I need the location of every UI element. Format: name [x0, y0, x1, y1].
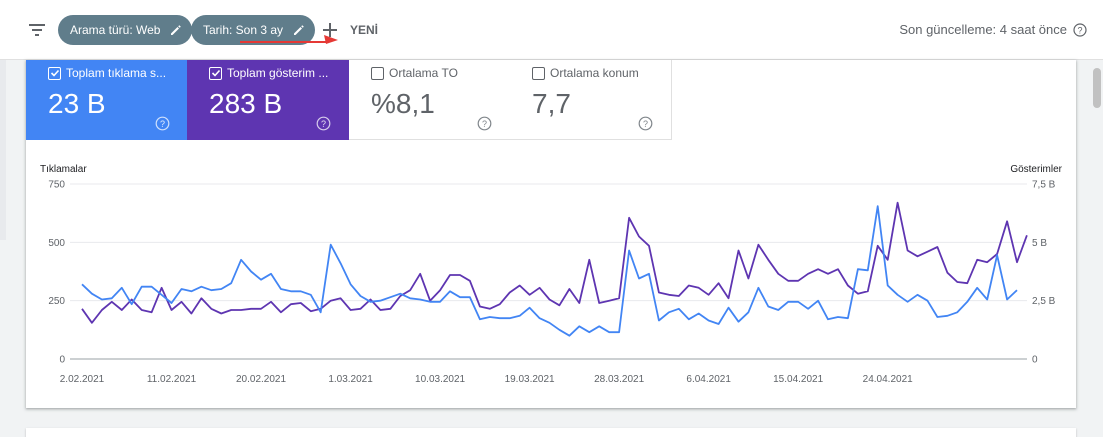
y-right-tick-label: 2,5 B: [1032, 296, 1056, 307]
x-tick-label: 2.02.2021: [60, 374, 105, 385]
svg-text:?: ?: [643, 119, 648, 129]
last-update-text: Son güncelleme: 4 saat önce: [899, 22, 1067, 37]
help-icon[interactable]: ?: [316, 116, 331, 131]
metric-label-row: Toplam gösterim ...: [209, 66, 328, 80]
svg-text:?: ?: [1077, 25, 1082, 35]
help-icon[interactable]: ?: [1073, 22, 1087, 37]
performance-card: Toplam tıklama s... 23 B ? Toplam göster…: [26, 60, 1076, 408]
scrollbar-track[interactable]: [1091, 60, 1103, 437]
x-tick-label: 15.04.2021: [773, 374, 823, 385]
performance-chart[interactable]: 750 7,5 B 500 5 B 250 2,5 B 0 0 2.02.2021 11.02.2…: [26, 60, 1076, 408]
impressions-series-line: [81, 201, 1028, 324]
help-icon[interactable]: ?: [477, 116, 492, 131]
left-axis-title: Tıklamalar: [40, 164, 87, 175]
x-tick-label: 1.03.2021: [328, 374, 373, 385]
plus-icon: [323, 23, 337, 37]
svg-text:?: ?: [321, 119, 326, 129]
metric-total-clicks[interactable]: Toplam tıklama s... 23 B ?: [26, 60, 188, 140]
new-button-label: YENİ: [350, 23, 379, 37]
top-toolbar: Arama türü: Web Tarih: Son 3 ay YENİ Son…: [0, 0, 1103, 60]
metric-label: Ortalama TO: [389, 66, 458, 80]
checkbox-unchecked-icon[interactable]: [532, 66, 545, 80]
x-tick-label: 10.03.2021: [415, 374, 465, 385]
checkbox-checked-icon[interactable]: [48, 66, 61, 80]
left-panel-edge: [0, 60, 6, 240]
edit-pencil-icon[interactable]: [169, 23, 183, 37]
checkbox-checked-icon[interactable]: [209, 66, 222, 80]
x-tick-label: 11.02.2021: [147, 374, 197, 385]
edit-pencil-icon[interactable]: [292, 23, 306, 37]
metric-value: 23 B: [48, 88, 106, 119]
y-right-tick-label: 5 B: [1032, 238, 1047, 249]
metric-label: Ortalama konum: [550, 66, 639, 80]
svg-text:?: ?: [482, 119, 487, 129]
metric-label-row: Ortalama konum: [532, 66, 639, 80]
y-right-tick-label: 7,5 B: [1032, 180, 1056, 191]
metric-value: %8,1: [371, 88, 435, 119]
filter-list-icon[interactable]: [27, 20, 47, 40]
x-tick-label: 19.03.2021: [505, 374, 555, 385]
help-icon[interactable]: ?: [638, 116, 653, 131]
date-filter-chip[interactable]: Tarih: Son 3 ay: [191, 15, 316, 45]
metric-value: 7,7: [532, 88, 571, 119]
search-type-filter-chip[interactable]: Arama türü: Web: [58, 15, 193, 45]
metric-value: 283 B: [209, 88, 283, 119]
svg-text:?: ?: [160, 119, 165, 129]
metric-average-ctr[interactable]: Ortalama TO %8,1 ?: [349, 60, 511, 140]
chip-label: Tarih: Son 3 ay: [203, 23, 284, 37]
metric-label-row: Ortalama TO: [371, 66, 458, 80]
right-axis-title: Gösterimler: [1010, 164, 1062, 175]
scrollbar-thumb[interactable]: [1093, 68, 1101, 108]
x-tick-label: 28.03.2021: [594, 374, 644, 385]
last-update-status: Son güncelleme: 4 saat önce ?: [899, 22, 1087, 37]
clicks-series-line: [81, 205, 1018, 337]
y-left-tick-label: 250: [48, 296, 65, 307]
x-tick-label: 20.02.2021: [236, 374, 286, 385]
x-tick-label: 6.04.2021: [686, 374, 731, 385]
next-card-edge: [26, 428, 1076, 437]
x-tick-label: 24.04.2021: [863, 374, 913, 385]
y-right-tick-label: 0: [1032, 355, 1038, 366]
y-left-tick-label: 750: [48, 180, 65, 191]
metric-label-row: Toplam tıklama s...: [48, 66, 166, 80]
y-left-tick-label: 500: [48, 238, 65, 249]
metric-average-position[interactable]: Ortalama konum 7,7 ?: [510, 60, 672, 140]
help-icon[interactable]: ?: [155, 116, 170, 131]
y-left-tick-label: 0: [59, 355, 65, 366]
metric-label: Toplam gösterim ...: [227, 66, 329, 80]
chip-label: Arama türü: Web: [70, 23, 161, 37]
new-filter-button[interactable]: YENİ: [320, 19, 378, 41]
metric-label: Toplam tıklama s...: [66, 66, 167, 80]
metric-total-impressions[interactable]: Toplam gösterim ... 283 B ?: [187, 60, 349, 140]
checkbox-unchecked-icon[interactable]: [371, 66, 384, 80]
